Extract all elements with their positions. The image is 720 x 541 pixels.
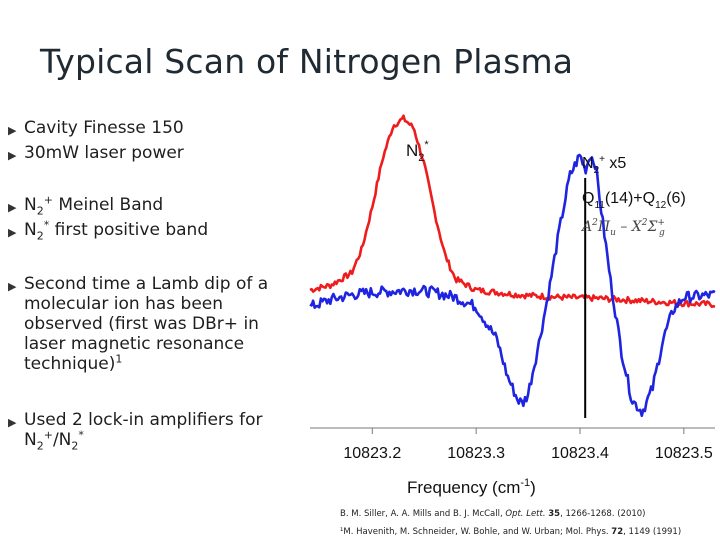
bullet-text: Second time a Lamb dip of a molecular io… <box>24 274 269 374</box>
references: B. M. Siller, A. A. Mills and B. J. McCa… <box>340 505 720 541</box>
x-tick-label-3: 10823.5 <box>655 445 713 462</box>
reference-2: ¹M. Havenith, M. Schneider, W. Bohle, an… <box>340 527 682 537</box>
bullet-arrow-icon: ▶ <box>8 416 17 429</box>
bullet-lock-in: ▶ Used 2 lock-in amplifiers for N2+/N2* <box>8 410 298 453</box>
bullet-text: Cavity Finesse 150 <box>24 118 184 138</box>
bullet-lamb-dip: ▶ Second time a Lamb dip of a molecular … <box>8 274 298 374</box>
bullet-first-positive: ▶ N2* first positive band <box>8 218 298 243</box>
bullet-text: Used 2 lock-in amplifiers for N2+/N2* <box>24 410 263 453</box>
bullet-arrow-icon: ▶ <box>8 201 17 214</box>
bullet-arrow-icon: ▶ <box>8 149 17 162</box>
label-n2star: N2* <box>406 139 429 164</box>
bullet-arrow-icon: ▶ <box>8 280 17 293</box>
bullet-finesse: ▶ Cavity Finesse 150 <box>8 118 298 141</box>
plot-area: 10823.2 10823.3 10823.4 10823.5 <box>309 114 716 462</box>
reference-1: B. M. Siller, A. A. Mills and B. J. McCa… <box>340 509 646 519</box>
x-tick-label-2: 10823.4 <box>551 445 609 462</box>
slide-title: Typical Scan of Nitrogen Plasma <box>40 42 574 81</box>
label-states: A2Πu – X2Σ+ g <box>580 218 665 238</box>
label-n2plus-x5: N2+ x5 <box>582 154 626 176</box>
x-axis-ticks: 10823.2 10823.3 10823.4 10823.5 <box>343 428 713 462</box>
bullet-text: N2* first positive band <box>24 218 209 243</box>
x-tick-label-1: 10823.3 <box>447 445 505 462</box>
bullet-laser-power: ▶ 30mW laser power <box>8 143 298 166</box>
x-axis-title: Frequency (cm-1) <box>407 477 536 497</box>
spectrum-chart: 10823.2 10823.3 10823.4 10823.5 N2* N2+ x5 … <box>309 114 716 497</box>
x-tick-label-0: 10823.2 <box>343 445 401 462</box>
bullet-text: 30mW laser power <box>24 143 184 163</box>
bullet-text: N2+ Meinel Band <box>24 193 164 218</box>
bullet-arrow-icon: ▶ <box>8 124 17 137</box>
label-transition: Q11(14)+Q12(6) <box>582 190 686 211</box>
series-line-n2plus <box>309 153 716 418</box>
bullet-arrow-icon: ▶ <box>8 226 17 239</box>
bullet-meinel-band: ▶ N2+ Meinel Band <box>8 193 298 218</box>
series-group <box>309 114 716 418</box>
series-line-n2star <box>309 114 716 309</box>
